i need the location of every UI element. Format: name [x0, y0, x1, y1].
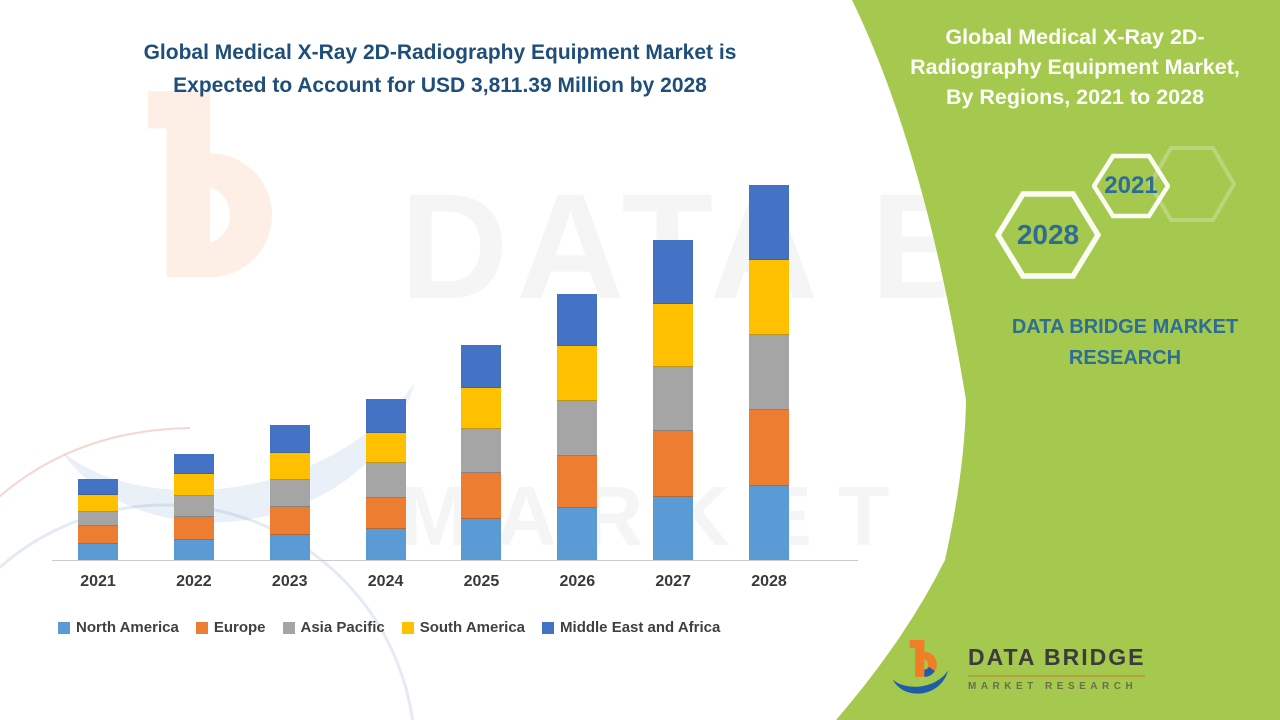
bar-2024	[365, 398, 406, 560]
bar-2025	[461, 345, 502, 560]
bar-2026-segment-south-america	[557, 345, 598, 401]
footer-logo-title: DATA BRIDGE	[968, 644, 1146, 677]
legend-label-europe: Europe	[213, 619, 266, 636]
bar-2023-segment-europe	[269, 506, 310, 535]
bar-2022	[173, 453, 214, 560]
bar-2025-segment-north-america	[461, 518, 502, 560]
bar-2025-segment-middle-east-and-africa	[461, 345, 502, 388]
bar-2023-segment-south-america	[269, 452, 310, 480]
data-bridge-logo-icon	[892, 639, 949, 694]
brand-name-line2: RESEARCH	[1068, 347, 1182, 369]
bar-2023-segment-middle-east-and-africa	[269, 424, 310, 453]
bar-2028-segment-asia-pacific	[749, 335, 790, 411]
year-badge-2028: 2028	[994, 190, 1102, 280]
bar-2025-segment-south-america	[461, 387, 502, 429]
legend-swatch-north-america	[58, 621, 70, 634]
hexagon-2021-outline	[1091, 153, 1171, 219]
bar-2021-segment-asia-pacific	[78, 511, 118, 526]
x-axis-label-2025: 2025	[463, 573, 500, 590]
panel-title: Global Medical X-Ray 2D- Radiography Equ…	[900, 22, 1250, 112]
bar-2021	[78, 478, 118, 560]
bar-2021-segment-south-america	[78, 494, 118, 512]
bar-2028-segment-europe	[749, 410, 790, 486]
x-axis-label-2028: 2028	[751, 573, 787, 590]
year-badge-2021-label: 2021	[1104, 172, 1158, 199]
bar-2024-segment-north-america	[365, 528, 406, 560]
legend-label-south-america: South America	[419, 619, 526, 636]
legend-swatch-europe	[195, 621, 208, 634]
bar-2021-segment-europe	[78, 525, 118, 544]
bar-2022-segment-asia-pacific	[173, 495, 214, 517]
legend-item-europe: Europe	[195, 619, 266, 636]
legend-item-south-america: South America	[401, 619, 526, 636]
x-axis-label-2024: 2024	[367, 573, 404, 590]
legend-label-north-america: North America	[76, 619, 179, 636]
footer-wordmark: DATA BRIDGE MARKET RESEARCH	[968, 636, 1146, 692]
panel-title-line2: Radiography Equipment Market,	[910, 55, 1240, 79]
bar-2025-segment-asia-pacific	[461, 428, 502, 473]
year-badge-2028-label: 2028	[1016, 219, 1080, 250]
bar-2022-segment-south-america	[173, 473, 214, 496]
legend-swatch-south-america	[401, 621, 414, 634]
bar-2022-segment-middle-east-and-africa	[173, 453, 214, 474]
bar-2026-segment-europe	[557, 455, 598, 508]
bar-2024-segment-europe	[365, 497, 406, 529]
bar-2028-segment-middle-east-and-africa	[749, 185, 790, 261]
hexagon-2028-outline	[994, 191, 1102, 279]
x-axis-label-2021: 2021	[80, 573, 116, 590]
bar-2023	[269, 424, 310, 560]
bar-2022-segment-europe	[173, 516, 214, 540]
legend-label-asia-pacific: Asia Pacific	[300, 619, 385, 636]
x-axis-label-2027: 2027	[655, 573, 691, 590]
bar-2027-segment-middle-east-and-africa	[653, 240, 694, 305]
legend-label-middle-east-and-africa: Middle East and Africa	[560, 619, 721, 636]
bar-2027-segment-north-america	[653, 496, 694, 560]
panel-title-line1: Global Medical X-Ray 2D-	[945, 25, 1205, 49]
bar-2024-segment-asia-pacific	[365, 462, 406, 498]
brand-name: DATA BRIDGE MARKET RESEARCH	[960, 312, 1280, 374]
footer-logo: DATA BRIDGE MARKET RESEARCH	[890, 636, 1146, 702]
legend-item-middle-east-and-africa: Middle East and Africa	[542, 619, 720, 636]
bar-2026-segment-asia-pacific	[557, 400, 598, 456]
bar-2023-segment-asia-pacific	[269, 479, 310, 507]
bar-2025-segment-europe	[461, 472, 502, 519]
chart-legend: North America Europe Asia Pacific South Ame…	[58, 619, 720, 636]
bar-2021-segment-north-america	[78, 543, 118, 560]
x-axis-line	[52, 560, 858, 561]
x-axis-label-2023: 2023	[271, 573, 308, 590]
bar-2021-segment-middle-east-and-africa	[78, 478, 118, 495]
chart-title: Global Medical X-Ray 2D-Radiography Equi…	[90, 36, 790, 102]
chart-title-line1: Global Medical X-Ray 2D-Radiography Equi…	[143, 41, 737, 64]
ghost-hexagon-outline	[1147, 146, 1237, 222]
x-axis-label-2026: 2026	[559, 573, 596, 590]
bar-2022-segment-north-america	[173, 539, 214, 560]
bar-2027-segment-asia-pacific	[653, 366, 694, 431]
bar-2026	[557, 294, 598, 560]
legend-swatch-asia-pacific	[282, 621, 295, 634]
panel-title-line3: By Regions, 2021 to 2028	[945, 85, 1205, 109]
bar-2026-segment-north-america	[557, 507, 598, 560]
brand-name-line1: DATA BRIDGE MARKET	[1011, 316, 1239, 338]
bar-2027-segment-south-america	[653, 304, 694, 367]
x-axis-label-2022: 2022	[176, 573, 212, 590]
bar-2024-segment-south-america	[365, 432, 406, 463]
legend-item-asia-pacific: Asia Pacific	[282, 619, 385, 636]
bar-2027	[653, 240, 694, 560]
bar-2023-segment-north-america	[269, 534, 310, 560]
year-badge-2021: 2021	[1091, 153, 1171, 219]
bar-2028	[749, 185, 790, 560]
legend-swatch-middle-east-and-africa	[542, 621, 555, 634]
bar-2028-segment-north-america	[749, 485, 790, 560]
bar-2028-segment-south-america	[749, 260, 790, 336]
legend-item-north-america: North America	[58, 619, 179, 636]
footer-logo-subtitle: MARKET RESEARCH	[968, 681, 1138, 692]
bar-2024-segment-middle-east-and-africa	[365, 398, 406, 433]
chart-title-line2: Expected to Account for USD 3,811.39 Mil…	[173, 74, 707, 97]
bar-2027-segment-europe	[653, 430, 694, 497]
bar-2026-segment-middle-east-and-africa	[557, 294, 598, 346]
